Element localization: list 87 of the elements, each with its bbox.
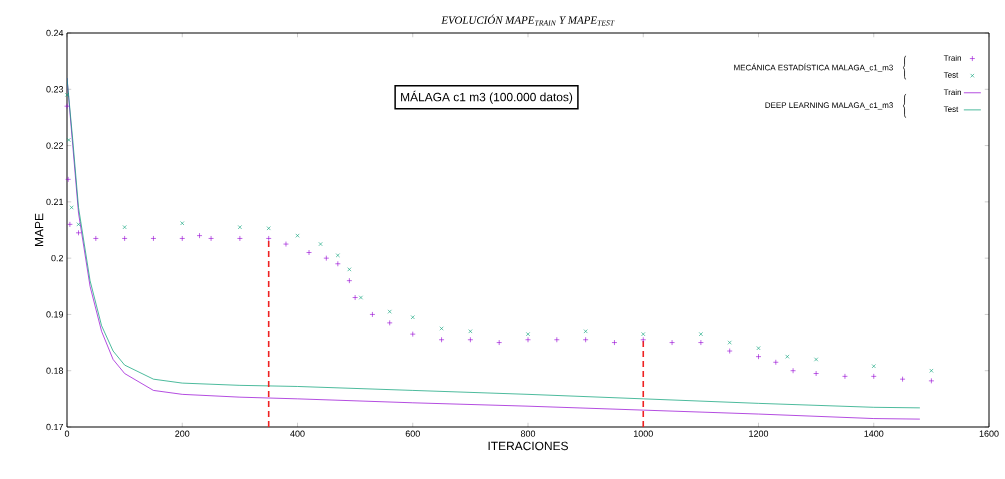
y-tick-label: 0.21 [46, 198, 64, 206]
point [65, 176, 71, 183]
point [525, 336, 531, 343]
x-tick-label: 600 [405, 430, 420, 437]
point [69, 205, 74, 210]
point [347, 267, 352, 272]
point [726, 348, 733, 354]
point [496, 339, 502, 346]
point [75, 230, 82, 236]
point [790, 367, 796, 374]
x-tick-label: 1200 [749, 430, 769, 437]
point [237, 225, 242, 230]
point [785, 354, 790, 359]
point [870, 373, 877, 380]
point [583, 329, 588, 334]
point [387, 309, 392, 314]
point [814, 357, 819, 362]
point [640, 336, 647, 343]
point [773, 359, 779, 366]
point [410, 315, 415, 320]
point [150, 235, 157, 242]
y-tick-label: 0.23 [46, 86, 64, 93]
point [727, 340, 732, 345]
point [358, 295, 363, 300]
point [352, 294, 358, 301]
point [208, 235, 214, 242]
point [335, 260, 341, 267]
point [641, 332, 646, 337]
point [237, 235, 243, 242]
point [306, 249, 312, 256]
point [928, 378, 935, 384]
point [346, 277, 353, 284]
point [369, 311, 376, 318]
point [179, 235, 186, 242]
point [93, 235, 99, 242]
y-tick-label: 0.17 [46, 423, 64, 431]
point [196, 232, 203, 239]
point [611, 339, 618, 346]
point [66, 137, 71, 143]
point [438, 336, 445, 343]
point [525, 332, 531, 337]
point [698, 332, 703, 337]
x-tick-label: 800 [520, 430, 536, 437]
point [467, 336, 474, 343]
x-tick-label: 400 [290, 430, 305, 437]
point [122, 225, 127, 230]
point [265, 235, 272, 242]
point [582, 336, 589, 343]
y-axis-title: MAPE [34, 213, 44, 246]
point [755, 353, 762, 360]
point [813, 370, 819, 377]
x-tick-label: 1400 [864, 430, 884, 437]
x-tick-label: 1000 [633, 430, 653, 437]
point [698, 339, 704, 346]
point [283, 241, 289, 247]
point [67, 221, 73, 228]
point [468, 329, 473, 334]
point [318, 242, 323, 247]
point [64, 92, 70, 97]
y-tick-label: 0.22 [46, 142, 64, 149]
x-tick-label: 0 [64, 430, 70, 437]
point [409, 331, 416, 337]
point [929, 368, 934, 373]
chart-title: EVOLUCIÓN MAPE$_{TRAIN}$ Y MAPE$_{TEST}$ [441, 14, 615, 26]
point [899, 376, 906, 382]
y-tick-label: 0.19 [46, 311, 64, 318]
point [842, 373, 848, 380]
x-axis-title: ITERACIONES [488, 441, 568, 451]
point [266, 226, 271, 231]
point [180, 221, 185, 226]
x-tick-label: 200 [175, 430, 190, 437]
point [64, 103, 70, 109]
point [323, 255, 330, 261]
point [76, 222, 81, 227]
point [756, 346, 761, 351]
point [669, 339, 675, 346]
point [386, 320, 393, 326]
point [121, 235, 128, 242]
y-tick-label: 0.2 [51, 254, 64, 262]
point [871, 364, 876, 369]
y-tick-label: 0.24 [46, 29, 64, 37]
point [335, 253, 340, 258]
point [295, 233, 300, 238]
x-tick-label: 1600 [979, 430, 999, 437]
annotation: MÁLAGA c1 m3 (100.000 datos) [401, 90, 573, 104]
point [554, 336, 560, 343]
y-tick-label: 0.18 [46, 367, 64, 374]
